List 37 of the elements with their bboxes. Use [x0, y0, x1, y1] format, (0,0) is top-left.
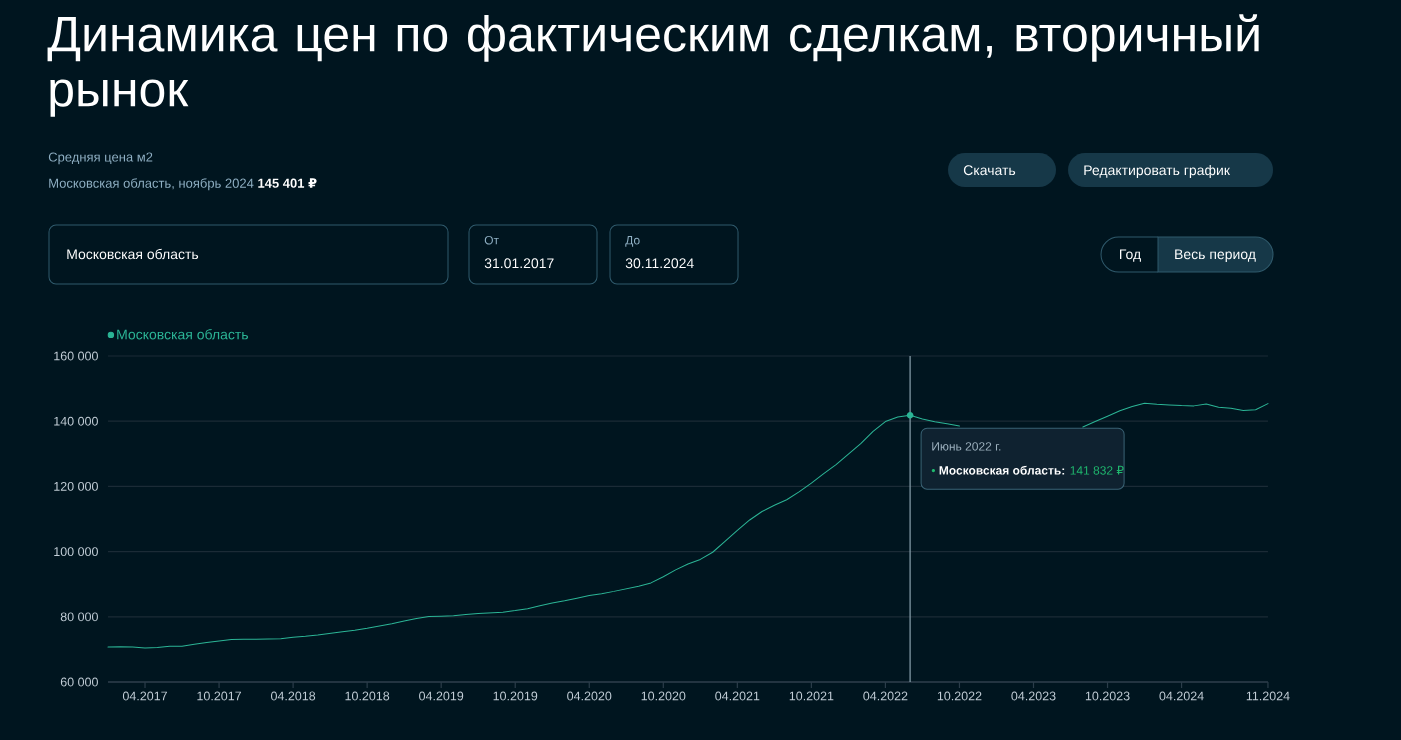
text: 30.11.2024: [625, 258, 694, 269]
x-tick-label: 04.2021: [715, 691, 760, 701]
x-tick-label: 10.2019: [493, 691, 538, 701]
x-tick-label: 10.2021: [789, 691, 834, 701]
text: Весь период: [1175, 249, 1256, 262]
chart-subtitle: Средняя цена м2: [48, 152, 153, 165]
annotation: Июнь 2022 г.: [932, 442, 1001, 451]
text: Московская область, ноябрь 2024 145 401 ₽: [49, 178, 317, 191]
x-tick-label: 10.2022: [937, 691, 982, 701]
x-tick-label: 10.2018: [345, 691, 390, 701]
x-tick-label: 11.2024: [1246, 691, 1290, 701]
text: Московская область: [67, 248, 199, 260]
x-tick-label: 04.2023: [1011, 691, 1056, 701]
y-tick-label: 60 000: [60, 677, 98, 687]
y-tick-label: 80 000: [60, 612, 98, 622]
y-tick-label: 160 000: [54, 351, 98, 361]
text: До: [625, 236, 640, 247]
x-tick-label: 04.2018: [270, 691, 316, 701]
legend-label: Московская область: [117, 329, 249, 340]
text: От: [484, 235, 499, 245]
chart-title: Динамика цен по фактическим сделкам, вторичный рынок: [47, 14, 1259, 117]
x-tick-label: 04.2020: [567, 691, 612, 701]
x-tick-label: 10.2017: [197, 691, 242, 701]
x-tick-label: 04.2017: [122, 691, 167, 701]
annotation: • Московская область: 141 832 ₽: [931, 465, 1124, 475]
text: Скачать: [963, 165, 1016, 176]
y-tick-label: 100 000: [54, 547, 98, 557]
x-tick-label: 10.2020: [641, 691, 686, 701]
x-tick-label: 10.2023: [1085, 691, 1130, 701]
x-tick-label: 04.2022: [863, 691, 908, 701]
y-tick-label: 120 000: [54, 481, 98, 491]
x-tick-label: 04.2024: [1159, 691, 1204, 701]
text: 31.01.2017: [484, 258, 554, 269]
text: Редактировать график: [1084, 164, 1231, 178]
x-tick-label: 04.2019: [419, 691, 464, 701]
y-tick-label: 140 000: [54, 416, 98, 426]
text: Год: [1120, 249, 1141, 262]
